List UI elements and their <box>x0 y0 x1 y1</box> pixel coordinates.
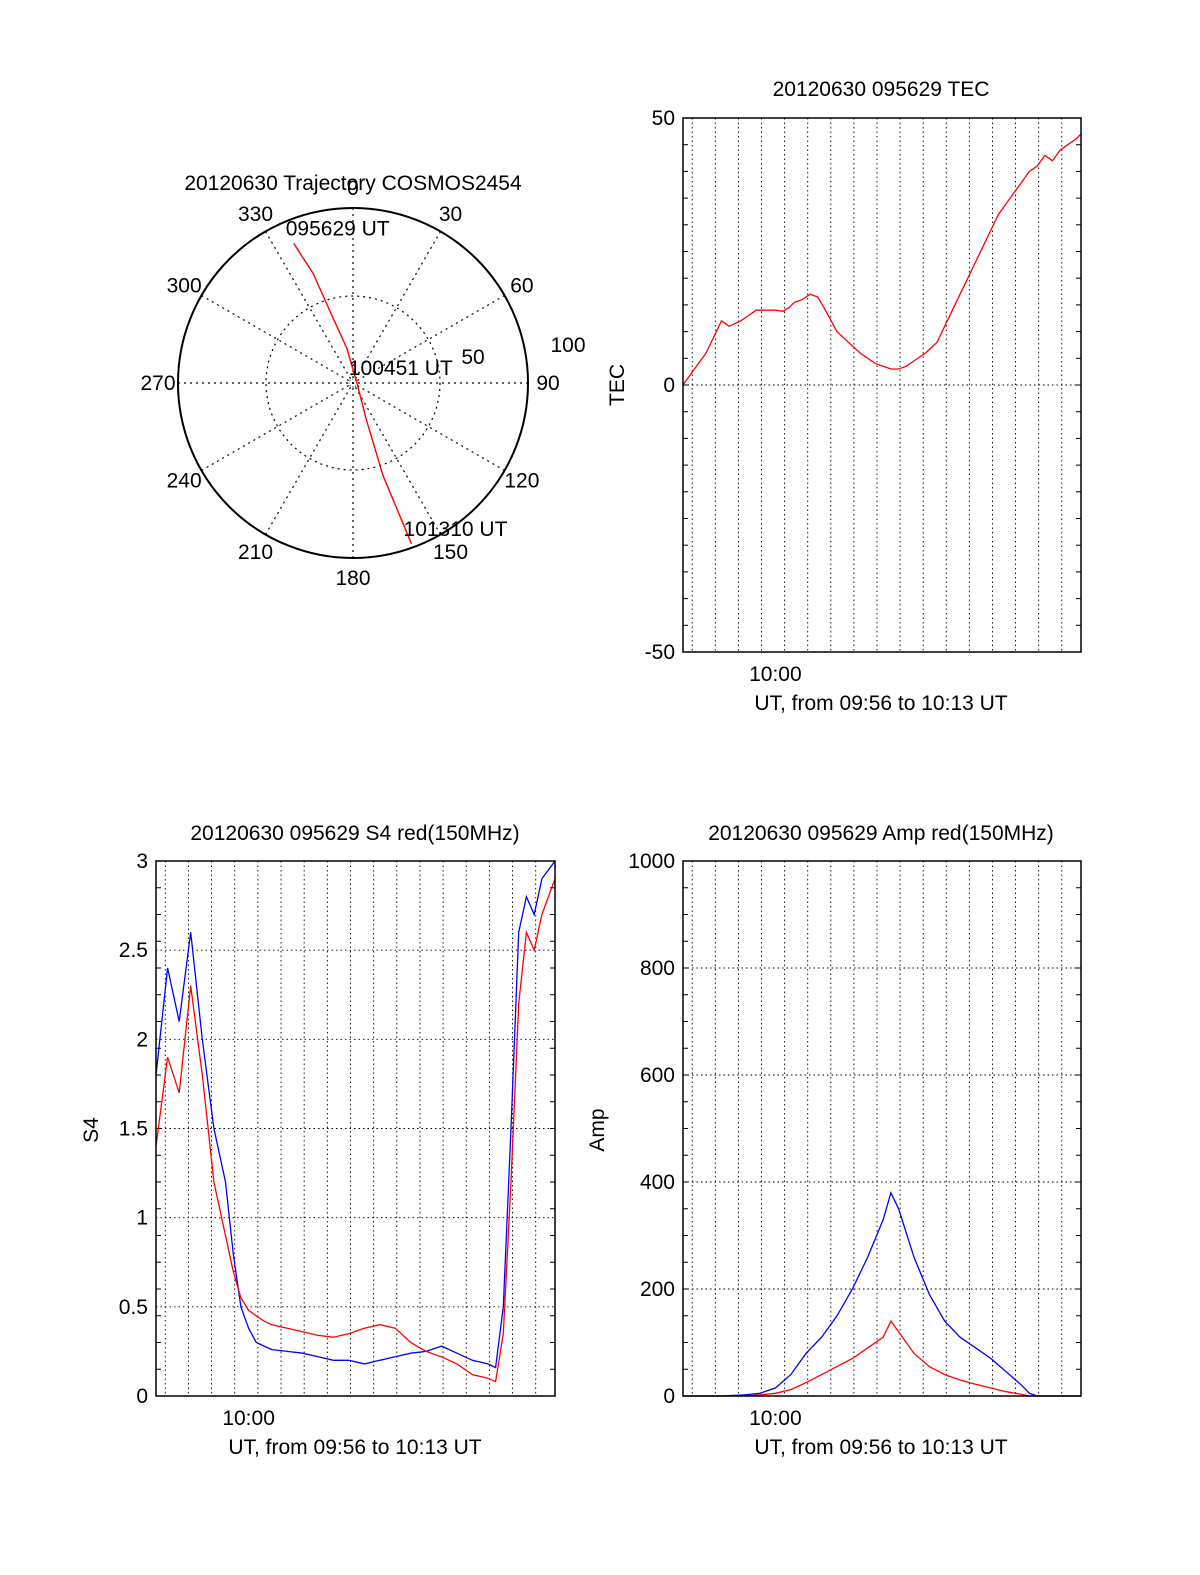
polar-azimuth-label: 90 <box>536 372 559 395</box>
y-tick-label: 0 <box>663 1385 675 1408</box>
polar-azimuth-label: 150 <box>433 541 468 564</box>
y-tick-label: 400 <box>640 1171 675 1194</box>
amp-panel: 20120630 095629 Amp red(150MHz) Amp UT, … <box>586 822 1082 1459</box>
y-tick-label: 1000 <box>628 850 675 873</box>
polar-title: 20120630 Trajectory COSMOS2454 <box>184 172 522 195</box>
polar-trajectory-panel: 20120630 Trajectory COSMOS2454 0 30 60 90 12… <box>140 172 585 590</box>
y-tick-label: 50 <box>652 107 675 130</box>
polar-ring-100 <box>265 295 441 471</box>
amp-title: 20120630 095629 Amp red(150MHz) <box>708 822 1054 845</box>
amp-xlabel: UT, from 09:56 to 10:13 UT <box>754 1436 1007 1459</box>
s4-ylabel: S4 <box>80 1117 103 1143</box>
x-tick-label: 10:00 <box>749 1407 802 1430</box>
y-tick-label: -50 <box>645 641 675 664</box>
polar-spoke <box>264 231 442 535</box>
polar-azimuth-label: 300 <box>167 275 202 298</box>
tec-ylabel: TEC <box>606 364 629 406</box>
s4-xlabel: UT, from 09:56 to 10:13 UT <box>228 1436 481 1459</box>
x-tick-label: 10:00 <box>222 1407 275 1430</box>
y-tick-label: 600 <box>640 1064 675 1087</box>
polar-radial-label-100: 100 <box>550 334 585 357</box>
polar-azimuth-labels: 0 30 60 90 120 150 180 210 240 270 300 330 <box>140 177 559 590</box>
y-tick-label: 3 <box>136 850 148 873</box>
y-tick-label: 1.5 <box>119 1118 148 1141</box>
y-tick-label: 0 <box>136 1385 148 1408</box>
data-series-line <box>682 133 1082 386</box>
plot-frame <box>155 860 556 1397</box>
plot-frame <box>682 860 1082 1397</box>
polar-time-annotation: 095629 UT <box>286 217 390 240</box>
s4-title: 20120630 095629 S4 red(150MHz) <box>190 822 519 845</box>
polar-azimuth-label: 240 <box>167 470 202 493</box>
polar-azimuth-label: 120 <box>504 470 539 493</box>
polar-azimuth-label: 270 <box>140 372 175 395</box>
plot-frame <box>682 117 1082 653</box>
tec-panel: 20120630 095629 TEC TEC UT, from 09:56 t… <box>606 78 1082 715</box>
polar-time-annotation: 100451 UT <box>349 357 453 380</box>
polar-spokes <box>178 208 528 558</box>
polar-trajectory-line <box>293 243 413 545</box>
y-tick-label: 0.5 <box>119 1296 148 1319</box>
y-tick-label: 200 <box>640 1278 675 1301</box>
polar-azimuth-label: 0 <box>347 177 359 200</box>
data-series-line <box>683 1319 1081 1397</box>
y-tick-label: 0 <box>663 374 675 397</box>
y-tick-label: 2.5 <box>119 939 148 962</box>
tec-title: 20120630 095629 TEC <box>773 78 990 101</box>
polar-azimuth-label: 30 <box>439 203 462 226</box>
y-tick-label: 1 <box>136 1207 148 1230</box>
s4-panel: 20120630 095629 S4 red(150MHz) S4 UT, fr… <box>80 822 556 1459</box>
polar-azimuth-label: 60 <box>510 275 533 298</box>
y-tick-label: 2 <box>136 1028 148 1051</box>
x-tick-label: 10:00 <box>749 663 802 686</box>
polar-azimuth-label: 330 <box>238 203 273 226</box>
data-series-line <box>155 860 556 1369</box>
polar-radial-label-50: 50 <box>461 346 484 369</box>
amp-ylabel: Amp <box>586 1108 609 1151</box>
polar-annotations: 095629 UT 100451 UT 101310 UT <box>286 217 508 540</box>
polar-azimuth-label: 210 <box>238 541 273 564</box>
polar-trajectory-track <box>293 243 413 545</box>
tec-xlabel: UT, from 09:56 to 10:13 UT <box>754 692 1007 715</box>
polar-azimuth-label: 180 <box>335 567 370 590</box>
polar-time-annotation: 101310 UT <box>404 518 508 541</box>
y-tick-label: 800 <box>640 957 675 980</box>
data-series-line <box>155 878 556 1383</box>
data-series-line <box>683 1190 1081 1397</box>
